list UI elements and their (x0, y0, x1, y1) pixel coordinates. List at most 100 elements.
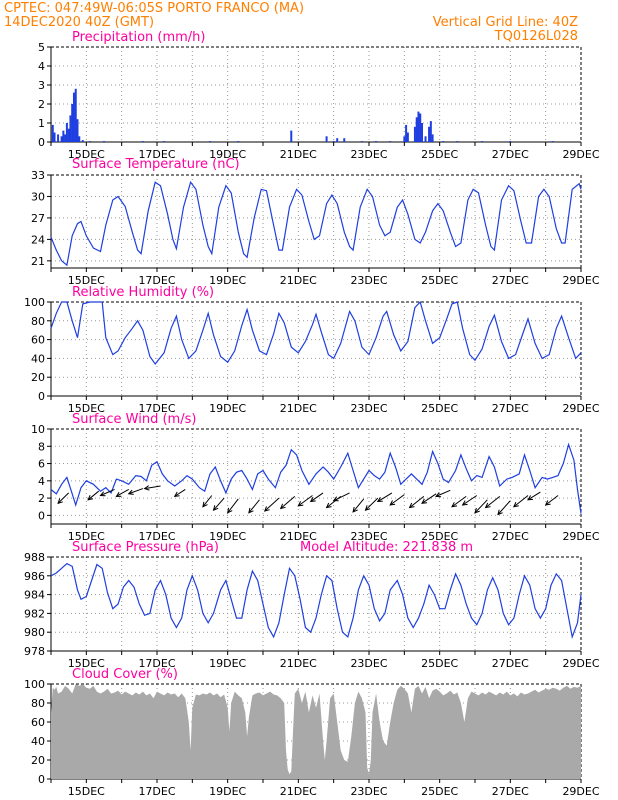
wind-arrow (128, 488, 144, 495)
xtick-label-precip: 23DEC (350, 148, 387, 161)
wind-arrow (435, 489, 451, 497)
precip-bar (413, 126, 416, 142)
precip-bar (431, 134, 434, 142)
ytick-label-wind: 4 (38, 475, 45, 488)
ytick-label-cloud: 40 (31, 735, 45, 748)
precip-bar (69, 115, 72, 142)
wind-arrow (421, 493, 437, 504)
wind-arrow-head (57, 498, 63, 505)
precip-bar (103, 141, 105, 142)
xtick-label-temp: 27DEC (492, 274, 529, 287)
precip-bar (67, 128, 70, 142)
precip-bar (51, 124, 54, 142)
wind-arrow-head (461, 500, 468, 506)
ytick-label-pressure: 978 (24, 645, 45, 658)
header-model: TQ0126L028 (494, 29, 578, 44)
wind-arrow-head (87, 495, 94, 501)
precip-bar (237, 141, 240, 142)
wind-arrow (202, 495, 213, 508)
xtick-label-precip: 19DEC (209, 148, 246, 161)
wind-arrow-head (451, 502, 458, 508)
wind-arrow-head (297, 501, 304, 507)
precip-bar (481, 141, 484, 142)
ytick-label-temp: 30 (31, 190, 45, 203)
ytick-label-wind: 10 (31, 423, 45, 436)
panel-title-rh: Relative Humidity (%) (72, 285, 214, 300)
wind-arrow (174, 489, 186, 497)
wind-arrow-head (484, 502, 491, 509)
precip-bar (78, 136, 81, 142)
precip-bar (360, 141, 363, 142)
ytick-label-precip: 1 (38, 117, 45, 130)
xtick-label-rh: 21DEC (280, 402, 317, 415)
wind-arrow (513, 495, 529, 508)
ytick-label-wind: 8 (38, 440, 45, 453)
ytick-label-rh: 40 (31, 352, 45, 365)
ytick-label-rh: 60 (31, 334, 45, 347)
wind-arrow (100, 488, 115, 496)
wind-arrow-head (143, 485, 150, 491)
wind-arrow-head (408, 502, 415, 509)
panel-title-temp: Surface Temperature (nC) (72, 157, 240, 172)
precip-bar (417, 111, 420, 142)
wind-arrow (497, 500, 511, 515)
wind-arrow (451, 495, 467, 508)
wind-arrow (545, 495, 559, 506)
xtick-label-rh: 27DEC (492, 402, 529, 415)
wind-arrow (485, 495, 501, 508)
precip-bar (375, 141, 378, 142)
xtick-label-precip: 15DEC (68, 148, 105, 161)
wind-arrow-head (364, 505, 371, 511)
wind-arrow (280, 495, 296, 509)
wind-arrow-head (389, 500, 396, 506)
precip-bar (332, 141, 335, 142)
ytick-label-wind: 0 (38, 509, 45, 522)
wind-arrow (352, 498, 365, 513)
ytick-label-cloud: 0 (38, 773, 45, 786)
pressure-series-line (50, 562, 582, 640)
wind-arrow-head (376, 497, 383, 503)
xtick-label-pressure: 19DEC (209, 657, 246, 670)
xtick-label-wind: 29DEC (562, 530, 599, 543)
precip-bar (74, 88, 77, 142)
precip-bar (442, 141, 445, 142)
cloud-cover-area (51, 684, 581, 779)
xtick-label-rh: 19DEC (209, 402, 246, 415)
precip-bar (406, 132, 409, 142)
xtick-label-precip: 21DEC (280, 148, 317, 161)
xtick-label-rh: 29DEC (562, 402, 599, 415)
header-datetime: 14DEC2020 40Z (GMT) (4, 15, 154, 30)
wind-arrow-head (332, 496, 339, 502)
ytick-label-pressure: 986 (24, 570, 45, 583)
xtick-label-pressure: 15DEC (68, 657, 105, 670)
precip-bar (141, 141, 144, 142)
wind-arrow (389, 494, 405, 506)
precip-bar (325, 136, 328, 142)
xtick-label-wind: 25DEC (421, 530, 458, 543)
precip-bar (336, 138, 339, 142)
ytick-label-rh: 20 (31, 371, 45, 384)
wind-arrow-head (99, 491, 106, 497)
xtick-label-cloud: 15DEC (68, 785, 105, 798)
xtick-label-pressure: 21DEC (280, 657, 317, 670)
wind-arrow-head (263, 506, 270, 512)
wind-arrow (116, 489, 129, 497)
ytick-label-cloud: 60 (31, 716, 45, 729)
precip-bar (60, 136, 63, 142)
xtick-label-wind: 27DEC (492, 530, 529, 543)
xtick-label-rh: 17DEC (138, 402, 175, 415)
precip-bar (415, 117, 418, 142)
ytick-label-precip: 5 (38, 41, 45, 54)
precip-bar (81, 140, 84, 142)
wind-arrow-head (497, 509, 503, 516)
wind-arrow-head (513, 501, 519, 508)
wind-arrow (213, 497, 225, 511)
ytick-label-precip: 4 (38, 60, 45, 73)
wind-arrow (144, 485, 161, 490)
wind-arrow-head (127, 489, 134, 495)
wind-arrow (310, 492, 324, 502)
wind-arrow (409, 495, 425, 508)
xtick-label-rh: 25DEC (421, 402, 458, 415)
